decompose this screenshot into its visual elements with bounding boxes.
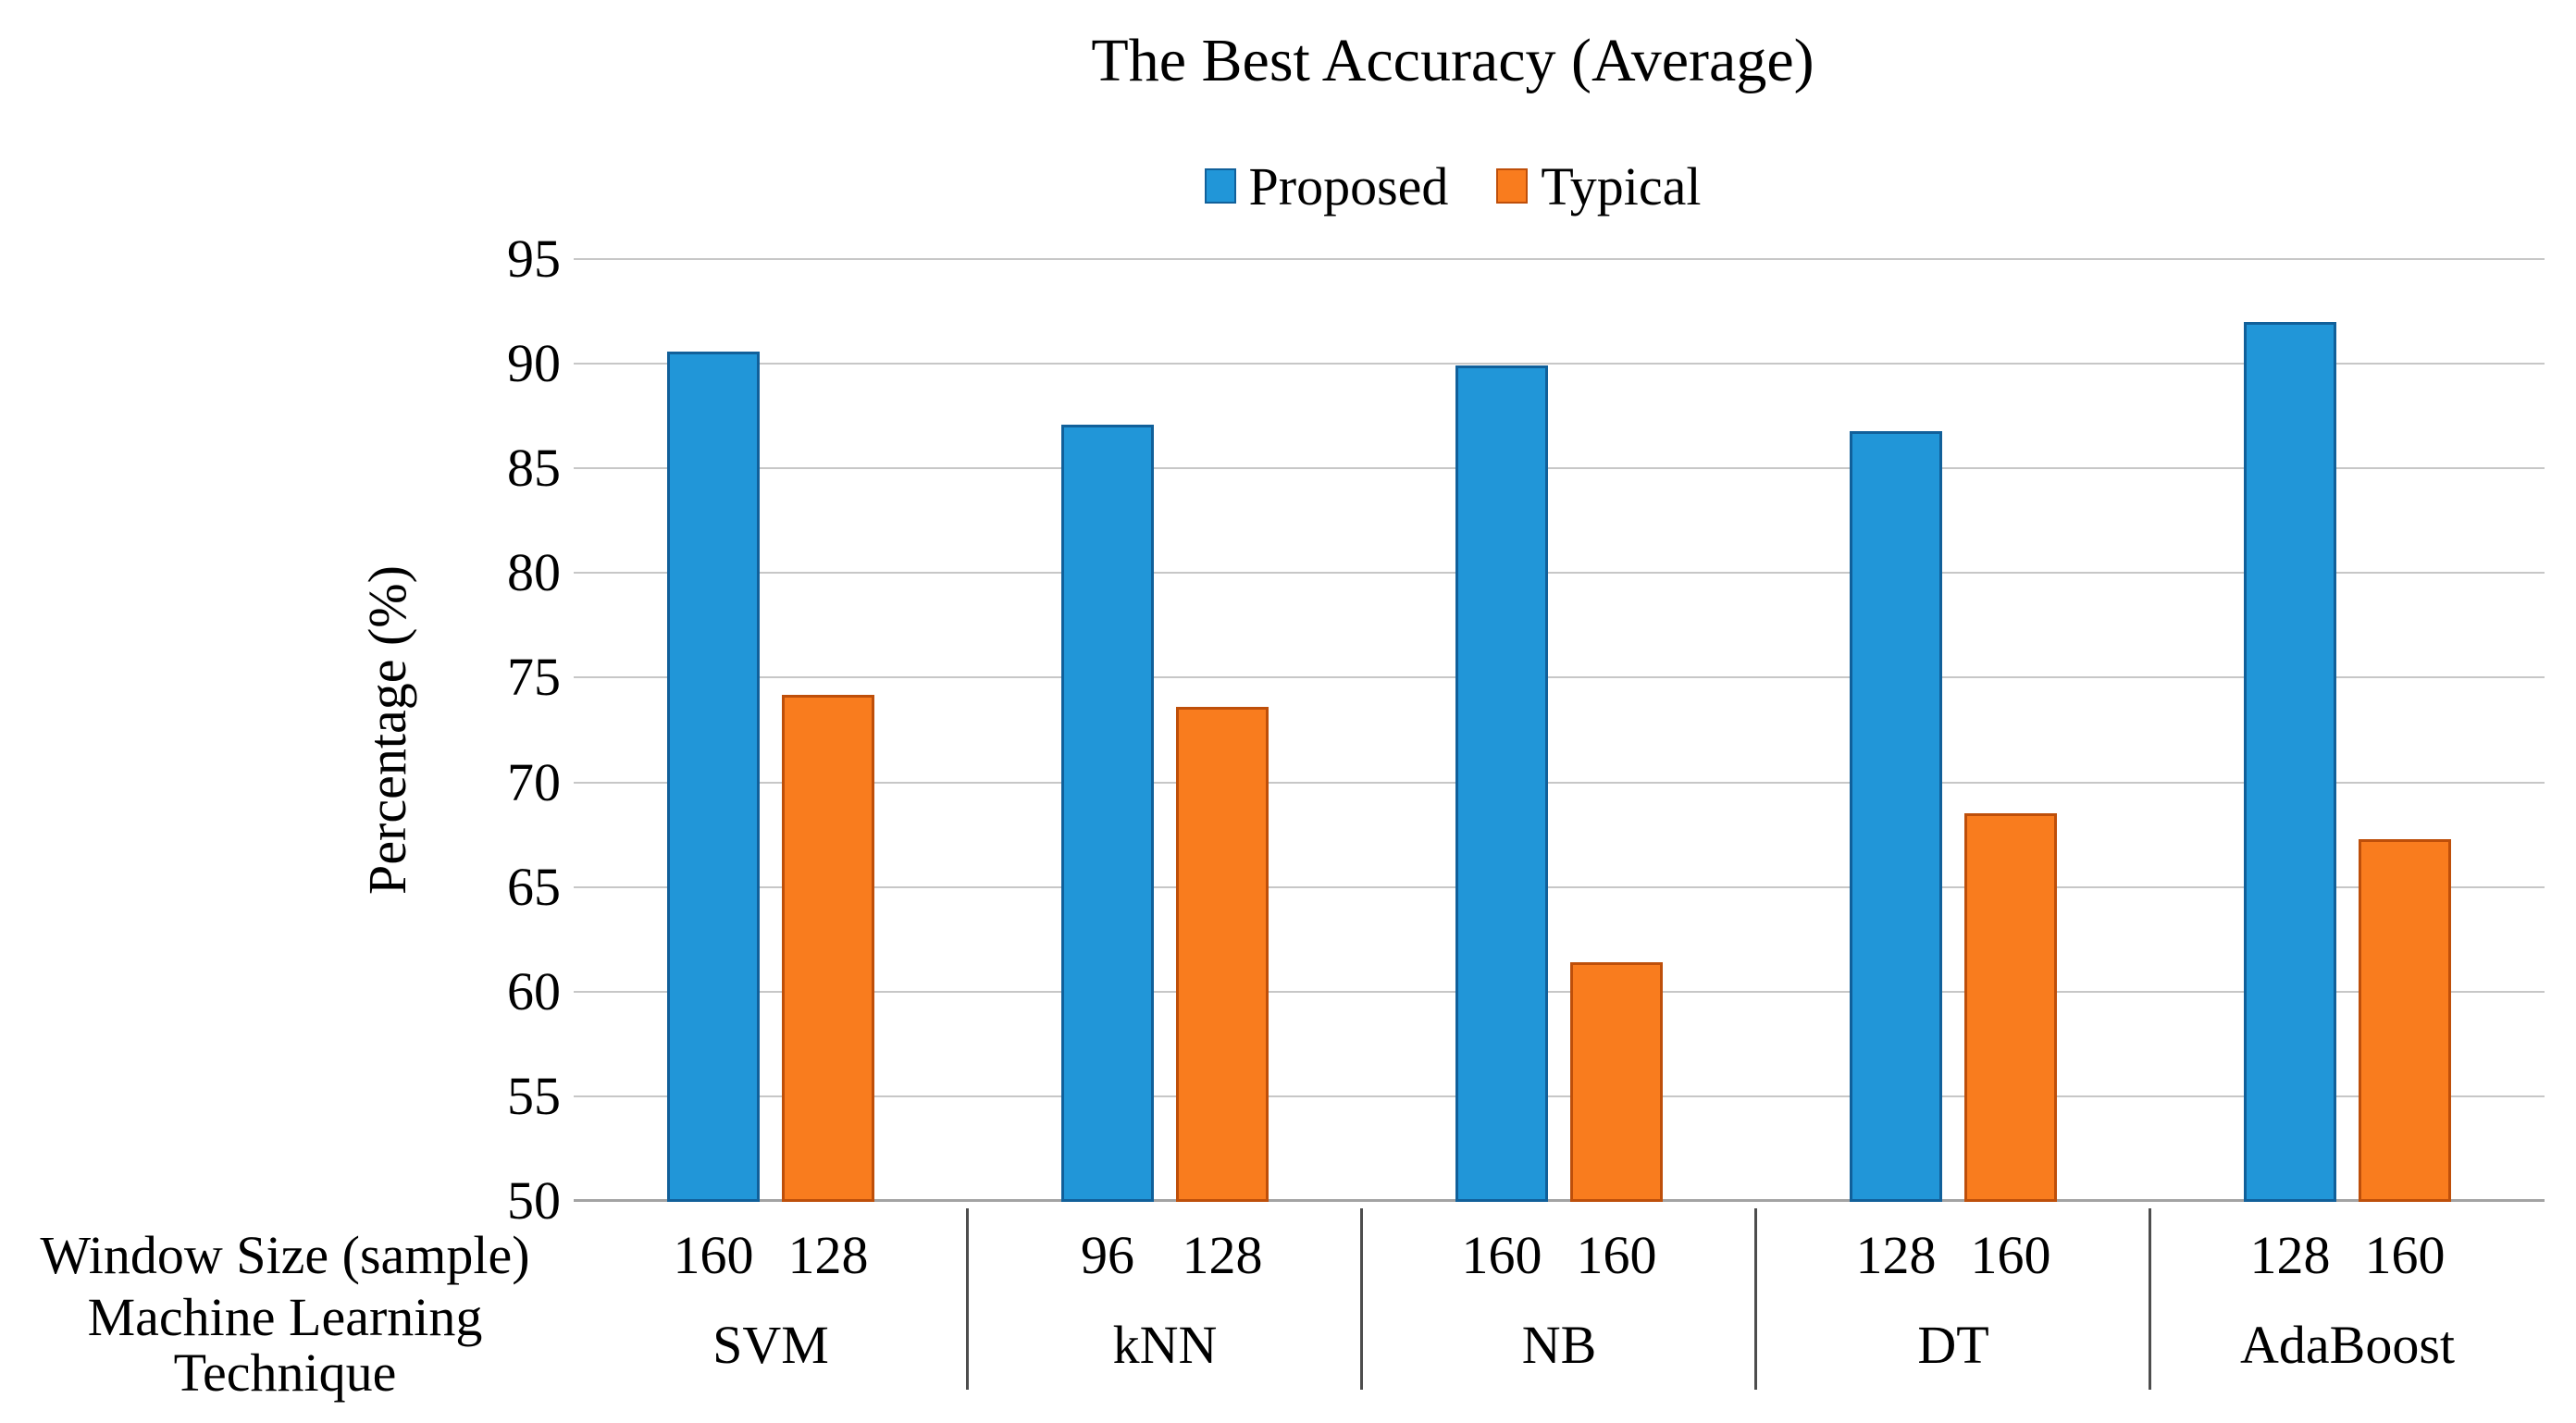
category-separator xyxy=(966,1208,969,1390)
y-tick-label-70: 70 xyxy=(507,751,561,812)
gridline xyxy=(574,572,2545,575)
gridline xyxy=(574,258,2545,260)
bar-typical-SVM xyxy=(782,694,874,1202)
gridline xyxy=(574,990,2545,993)
y-tick-label-80: 80 xyxy=(507,542,561,603)
window-size-label-typical-NB: 160 xyxy=(1576,1225,1657,1285)
gridline xyxy=(574,885,2545,888)
x-axis-row2-header: Machine Learning Technique xyxy=(7,1290,563,1401)
bar-typical-DT xyxy=(1964,813,2057,1202)
bar-typical-AdaBoost xyxy=(2359,838,2451,1202)
gridline xyxy=(574,781,2545,784)
bar-proposed-DT xyxy=(1850,430,1942,1202)
category-label-kNN: kNN xyxy=(1112,1315,1218,1375)
y-tick-label-50: 50 xyxy=(507,1170,561,1231)
y-tick-label-65: 65 xyxy=(507,856,561,917)
category-separator xyxy=(1754,1208,1757,1390)
x-axis-line xyxy=(574,1199,2545,1202)
bar-proposed-SVM xyxy=(667,351,760,1202)
window-size-label-typical-kNN: 128 xyxy=(1182,1225,1263,1285)
window-size-label-typical-AdaBoost: 160 xyxy=(2364,1225,2446,1285)
legend-item-typical: Typical xyxy=(1496,155,1701,217)
window-size-label-typical-SVM: 128 xyxy=(787,1225,869,1285)
gridline xyxy=(574,676,2545,679)
gridline xyxy=(574,1095,2545,1097)
y-tick-label-95: 95 xyxy=(507,229,561,289)
bar-typical-NB xyxy=(1570,962,1663,1202)
chart-title: The Best Accuracy (Average) xyxy=(1091,27,1814,94)
window-size-label-typical-DT: 160 xyxy=(1970,1225,2051,1285)
window-size-label-proposed-DT: 128 xyxy=(1855,1225,1937,1285)
legend-swatch-proposed xyxy=(1204,168,1236,204)
window-size-label-proposed-AdaBoost: 128 xyxy=(2249,1225,2331,1285)
window-size-label-proposed-SVM: 160 xyxy=(673,1225,754,1285)
y-tick-label-75: 75 xyxy=(507,647,561,708)
y-tick-label-85: 85 xyxy=(507,438,561,499)
y-tick-label-90: 90 xyxy=(507,333,561,394)
bar-proposed-AdaBoost xyxy=(2244,321,2336,1202)
x-axis-row2-header-line1: Machine Learning xyxy=(87,1287,483,1347)
category-label-AdaBoost: AdaBoost xyxy=(2240,1315,2455,1375)
category-label-DT: DT xyxy=(1917,1315,1989,1375)
gridline xyxy=(574,467,2545,470)
bar-proposed-kNN xyxy=(1061,424,1154,1202)
y-tick-label-60: 60 xyxy=(507,960,561,1021)
category-label-NB: NB xyxy=(1521,1315,1597,1375)
legend-item-proposed: Proposed xyxy=(1204,155,1449,217)
window-size-label-proposed-kNN: 96 xyxy=(1081,1225,1134,1285)
bar-typical-kNN xyxy=(1176,707,1269,1202)
x-axis-row1-header: Window Size (sample) xyxy=(40,1225,530,1285)
legend-label-proposed: Proposed xyxy=(1248,155,1449,217)
y-tick-label-55: 55 xyxy=(507,1065,561,1126)
bar-proposed-NB xyxy=(1455,365,1548,1202)
x-axis-row2-header-line2: Technique xyxy=(173,1343,397,1403)
gridline xyxy=(574,363,2545,365)
legend-label-typical: Typical xyxy=(1541,155,1702,217)
legend-swatch-typical xyxy=(1496,168,1529,204)
window-size-label-proposed-NB: 160 xyxy=(1461,1225,1542,1285)
category-label-SVM: SVM xyxy=(712,1315,829,1375)
category-separator xyxy=(2149,1208,2151,1390)
category-separator xyxy=(1360,1208,1363,1390)
chart-legend: Proposed Typical xyxy=(366,154,2539,218)
